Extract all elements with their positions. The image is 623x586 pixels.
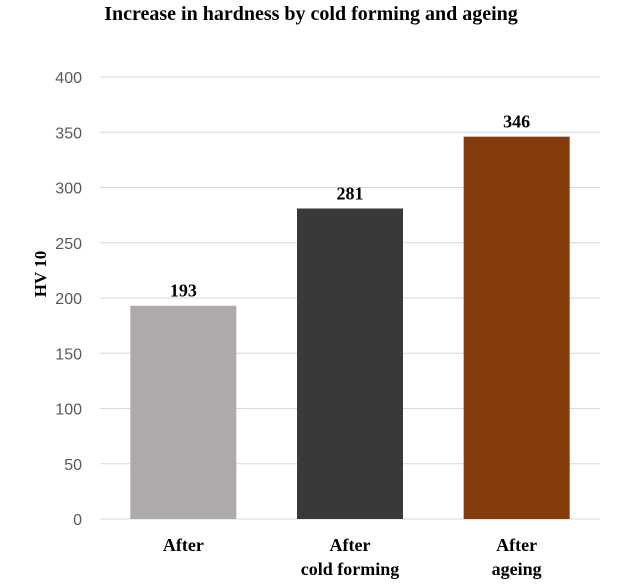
y-tick-label: 350 [55, 125, 82, 142]
y-tick-label: 400 [55, 70, 82, 87]
data-label: 193 [170, 281, 197, 301]
bar [463, 136, 570, 520]
category-label: cold forming [301, 559, 400, 579]
y-tick-label: 150 [55, 346, 82, 363]
chart-title: Increase in hardness by cold forming and… [104, 3, 518, 25]
category-label: After [496, 535, 537, 555]
category-label: After [163, 535, 204, 555]
y-axis-tick-labels: 0 50 100 150 200 250 300 350 400 [55, 70, 82, 529]
y-tick-label: 0 [73, 512, 82, 529]
bars [130, 136, 570, 520]
data-labels: 193 281 346 [170, 112, 530, 301]
y-tick-label: 100 [55, 402, 82, 419]
y-tick-label: 250 [55, 236, 82, 253]
data-label: 346 [503, 112, 530, 132]
category-label: ageing [492, 559, 542, 579]
y-tick-label: 300 [55, 181, 82, 198]
bar [130, 305, 237, 519]
y-tick-label: 200 [55, 291, 82, 308]
y-tick-label: 50 [64, 457, 82, 474]
category-label: After [330, 535, 371, 555]
x-axis-category-labels: After After cold forming After ageing [163, 535, 542, 579]
data-label: 281 [337, 183, 364, 203]
y-axis-title: HV 10 [31, 251, 50, 297]
bar [297, 208, 403, 519]
